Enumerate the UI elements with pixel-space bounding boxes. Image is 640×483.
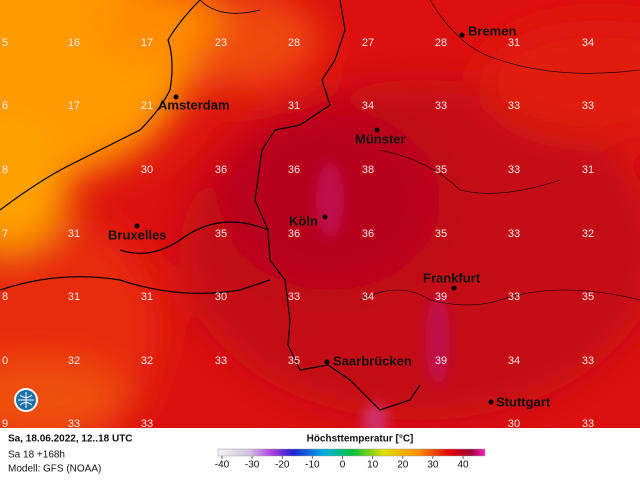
grid-value: 28 — [288, 37, 300, 49]
grid-value: 33 — [141, 418, 153, 430]
legend-ticks: -40 -30 -20 -10 0 10 20 30 40 — [215, 456, 469, 471]
legend-tick-label: 20 — [397, 460, 409, 471]
city-label: Köln — [289, 213, 318, 228]
grid-value: 33 — [215, 355, 227, 367]
city-label: Amsterdam — [158, 97, 230, 112]
color-bar — [217, 448, 486, 457]
city-dot — [488, 399, 494, 405]
borders — [0, 0, 640, 411]
city-labels: Bremen Amsterdam Münster Köln Bruxelles Frank… — [108, 23, 551, 409]
city-dot — [324, 359, 330, 365]
run: Sa 18 +168h — [8, 450, 65, 461]
grid-value: 35 — [435, 164, 447, 176]
grid-value: 35 — [435, 228, 447, 240]
grid-value: 33 — [68, 418, 80, 430]
grid-value: 34 — [362, 100, 374, 112]
grid-value: 34 — [362, 291, 374, 303]
grid-value: 36 — [215, 164, 227, 176]
legend-tick-label: -40 — [215, 460, 230, 471]
city-label: Stuttgart — [496, 394, 551, 409]
legend-tick-label: -20 — [275, 460, 290, 471]
city-label: Frankfurt — [423, 270, 481, 285]
legend-tick-label: -30 — [245, 460, 260, 471]
grid-value: 8 — [2, 291, 8, 303]
model: Modell: GFS (NOAA) — [8, 464, 101, 475]
grid-value: 36 — [362, 228, 374, 240]
legend-tick-label: 30 — [427, 460, 439, 471]
grid-value: 21 — [141, 100, 153, 112]
date: Sa, 18.06.2022, 12..18 UTC — [8, 434, 133, 445]
temperature-field: 5 16 17 23 28 27 28 31 34 6 17 21 31 34 33 33 33 8 30 36 36 3… — [0, 0, 640, 430]
grid-value: 17 — [141, 37, 153, 49]
city-dot — [322, 214, 328, 220]
grid-value: 31 — [141, 291, 153, 303]
grid-value: 5 — [2, 37, 8, 49]
legend-tick-label: 10 — [367, 460, 379, 471]
grid-value: 35 — [215, 228, 227, 240]
grid-value: 8 — [2, 164, 8, 176]
grid-value: 33 — [508, 100, 520, 112]
grid-value: 31 — [68, 291, 80, 303]
city-dot — [374, 127, 380, 133]
grid-value: 17 — [68, 100, 80, 112]
city-label: Bremen — [468, 23, 516, 38]
grid-value: 6 — [2, 100, 8, 112]
grid-value: 39 — [435, 291, 447, 303]
grid-value: 36 — [288, 228, 300, 240]
grid-value: 33 — [582, 355, 594, 367]
globe-icon — [14, 388, 38, 412]
grid-value: 31 — [288, 100, 300, 112]
grid-value: 38 — [362, 164, 374, 176]
city-dot — [451, 285, 457, 291]
grid-value: 36 — [288, 164, 300, 176]
city-label: Münster — [355, 131, 406, 146]
grid-value: 35 — [582, 291, 594, 303]
grid-value: 33 — [508, 291, 520, 303]
legend-title: Höchsttemperatur [°C] — [307, 434, 414, 445]
grid-value: 35 — [288, 355, 300, 367]
grid-value: 23 — [215, 37, 227, 49]
city-dot — [459, 32, 465, 38]
grid-value: 27 — [362, 37, 374, 49]
legend-tick-label: 0 — [340, 460, 346, 471]
grid-value: 32 — [141, 355, 153, 367]
city-label: Bruxelles — [108, 227, 167, 242]
city-label: Saarbrücken — [333, 353, 412, 368]
grid-value: 33 — [582, 100, 594, 112]
grid-labels: 5 16 17 23 28 27 28 31 34 6 17 21 31 34 33 33 33 8 30 36 36 3… — [2, 37, 594, 430]
grid-value: 28 — [435, 37, 447, 49]
grid-value: 9 — [2, 418, 8, 430]
grid-value: 34 — [508, 355, 520, 367]
grid-value: 33 — [288, 291, 300, 303]
grid-value: 7 — [2, 228, 8, 240]
grid-value: 33 — [582, 418, 594, 430]
grid-value: 33 — [508, 228, 520, 240]
grid-value: 0 — [2, 355, 8, 367]
grid-value: 30 — [508, 418, 520, 430]
grid-value: 32 — [68, 355, 80, 367]
grid-value: 33 — [508, 164, 520, 176]
city-dot — [173, 94, 179, 100]
grid-value: 31 — [508, 37, 520, 49]
city-dot — [134, 223, 140, 229]
legend-tick-label: -10 — [305, 460, 320, 471]
grid-value: 30 — [141, 164, 153, 176]
grid-value: 33 — [435, 100, 447, 112]
grid-value: 32 — [582, 228, 594, 240]
grid-value: 30 — [215, 291, 227, 303]
grid-value: 16 — [68, 37, 80, 49]
legend-tick-label: 40 — [457, 460, 469, 471]
grid-value: 31 — [68, 228, 80, 240]
grid-value: 34 — [582, 37, 594, 49]
grid-value: 31 — [582, 164, 594, 176]
grid-value: 39 — [435, 355, 447, 367]
